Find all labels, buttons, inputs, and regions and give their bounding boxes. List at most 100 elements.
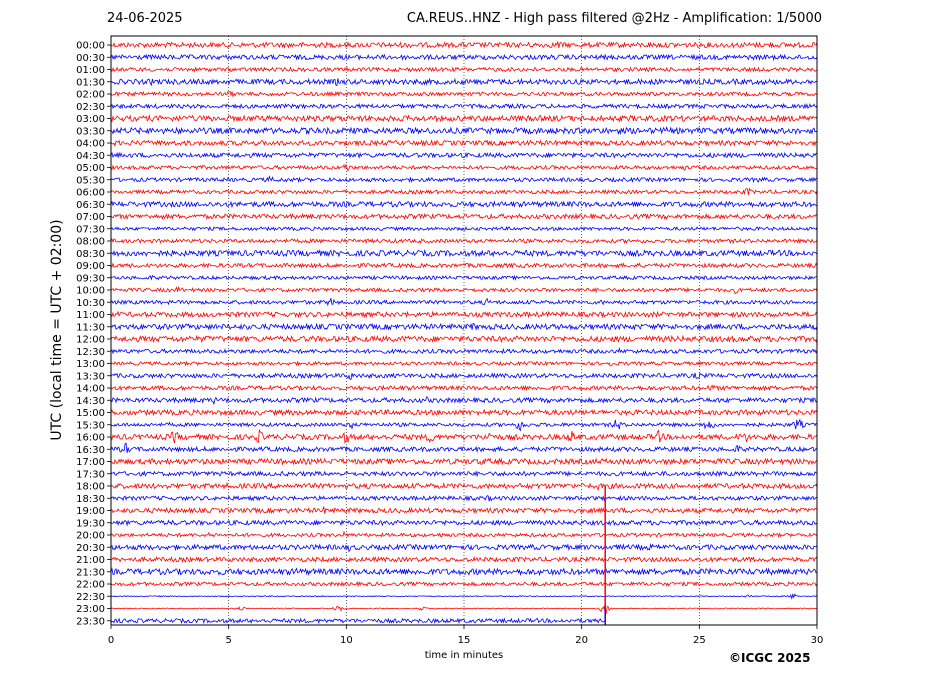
y-tick-label: 18:00 xyxy=(76,482,105,493)
y-tick-label: 04:00 xyxy=(76,139,105,150)
y-tick-label: 03:00 xyxy=(76,114,105,125)
trace-1700 xyxy=(110,457,818,466)
y-tick-label: 12:30 xyxy=(76,347,105,358)
y-tick-label: 01:00 xyxy=(76,65,105,76)
x-tick-label: 30 xyxy=(811,635,824,646)
trace-0830 xyxy=(110,248,818,258)
y-tick-label: 20:30 xyxy=(76,543,105,554)
y-tick-label: 17:30 xyxy=(76,469,105,480)
trace-0530 xyxy=(110,175,818,183)
y-tick-label: 21:30 xyxy=(76,567,105,578)
y-tick-label: 02:30 xyxy=(76,102,105,113)
x-tick-label: 5 xyxy=(225,635,231,646)
trace-1000 xyxy=(110,286,818,295)
y-tick-label: 15:00 xyxy=(76,408,105,419)
trace-1300 xyxy=(110,360,818,367)
trace-2230 xyxy=(110,592,818,600)
chart-title: CA.REUS..HNZ - High pass filtered @2Hz -… xyxy=(406,11,822,26)
trace-1830 xyxy=(110,494,818,502)
trace-1630 xyxy=(110,442,818,454)
copyright-label: ©ICGC 2025 xyxy=(729,651,811,665)
y-tick-label: 12:00 xyxy=(76,335,105,346)
trace-1200 xyxy=(110,334,818,344)
y-tick-label: 14:00 xyxy=(76,384,105,395)
y-tick-label: 18:30 xyxy=(76,494,105,505)
y-tick-label: 22:30 xyxy=(76,592,105,603)
trace-1430 xyxy=(110,396,818,406)
y-tick-label: 05:30 xyxy=(76,175,105,186)
y-tick-label: 07:30 xyxy=(76,224,105,235)
trace-0030 xyxy=(110,53,818,62)
trace-1800 xyxy=(110,481,818,492)
trace-1600 xyxy=(110,428,818,445)
y-tick-label: 20:00 xyxy=(76,531,105,542)
trace-0730 xyxy=(110,225,818,232)
trace-1530 xyxy=(110,418,818,432)
trace-0200 xyxy=(110,90,818,98)
y-tick-label: 01:30 xyxy=(76,77,105,88)
y-tick-label: 16:00 xyxy=(76,433,105,444)
y-tick-label: 23:30 xyxy=(76,616,105,627)
y-tick-label: 06:00 xyxy=(76,188,105,199)
y-tick-label: 10:30 xyxy=(76,298,105,309)
x-tick-label: 10 xyxy=(340,635,353,646)
trace-0330 xyxy=(110,126,818,136)
y-tick-label: 15:30 xyxy=(76,420,105,431)
y-tick-label: 09:00 xyxy=(76,261,105,272)
trace-2300 xyxy=(110,604,818,615)
trace-0930 xyxy=(110,274,818,281)
y-tick-label: 02:00 xyxy=(76,90,105,101)
trace-1100 xyxy=(110,310,818,319)
trace-1030 xyxy=(110,297,818,307)
y-tick-label: 23:00 xyxy=(76,604,105,615)
x-tick-label: 25 xyxy=(693,635,706,646)
y-tick-label: 00:00 xyxy=(76,41,105,52)
trace-0400 xyxy=(110,139,818,148)
y-tick-label: 05:00 xyxy=(76,163,105,174)
y-tick-label: 03:30 xyxy=(76,126,105,137)
y-tick-label: 08:00 xyxy=(76,237,105,248)
x-axis-label: time in minutes xyxy=(424,650,504,661)
trace-0500 xyxy=(110,163,818,172)
trace-0630 xyxy=(110,200,818,209)
y-tick-label: 19:00 xyxy=(76,506,105,517)
y-tick-label: 08:30 xyxy=(76,249,105,260)
trace-2330 xyxy=(110,617,606,625)
y-tick-label: 06:30 xyxy=(76,200,105,211)
y-tick-label: 04:30 xyxy=(76,151,105,162)
y-tick-label: 14:30 xyxy=(76,396,105,407)
trace-1400 xyxy=(110,384,818,392)
trace-1930 xyxy=(110,519,818,527)
trace-2200 xyxy=(110,580,818,588)
trace-0230 xyxy=(110,102,818,110)
trace-0900 xyxy=(110,262,818,270)
y-tick-label: 13:30 xyxy=(76,371,105,382)
trace-2030 xyxy=(110,543,818,553)
y-tick-label: 16:30 xyxy=(76,445,105,456)
y-tick-label: 22:00 xyxy=(76,580,105,591)
trace-2130 xyxy=(110,567,818,577)
y-tick-label: 09:30 xyxy=(76,273,105,284)
y-tick-label: 00:30 xyxy=(76,53,105,64)
y-tick-label: 17:00 xyxy=(76,457,105,468)
y-tick-label: 10:00 xyxy=(76,286,105,297)
trace-0430 xyxy=(110,151,818,159)
trace-0300 xyxy=(110,114,818,123)
trace-0600 xyxy=(110,187,818,196)
y-tick-label: 19:30 xyxy=(76,518,105,529)
trace-1900 xyxy=(110,505,818,515)
trace-0130 xyxy=(110,77,818,87)
trace-0100 xyxy=(110,66,818,73)
y-tick-label: 11:00 xyxy=(76,310,105,321)
trace-1230 xyxy=(110,347,818,355)
trace-1330 xyxy=(110,372,818,380)
trace-2100 xyxy=(110,555,818,564)
x-tick-label: 0 xyxy=(108,635,114,646)
x-tick-label: 20 xyxy=(575,635,588,646)
trace-1130 xyxy=(110,322,818,331)
trace-1730 xyxy=(110,470,817,478)
y-tick-label: 07:00 xyxy=(76,212,105,223)
x-tick-label: 15 xyxy=(458,635,471,646)
trace-0700 xyxy=(110,212,818,221)
